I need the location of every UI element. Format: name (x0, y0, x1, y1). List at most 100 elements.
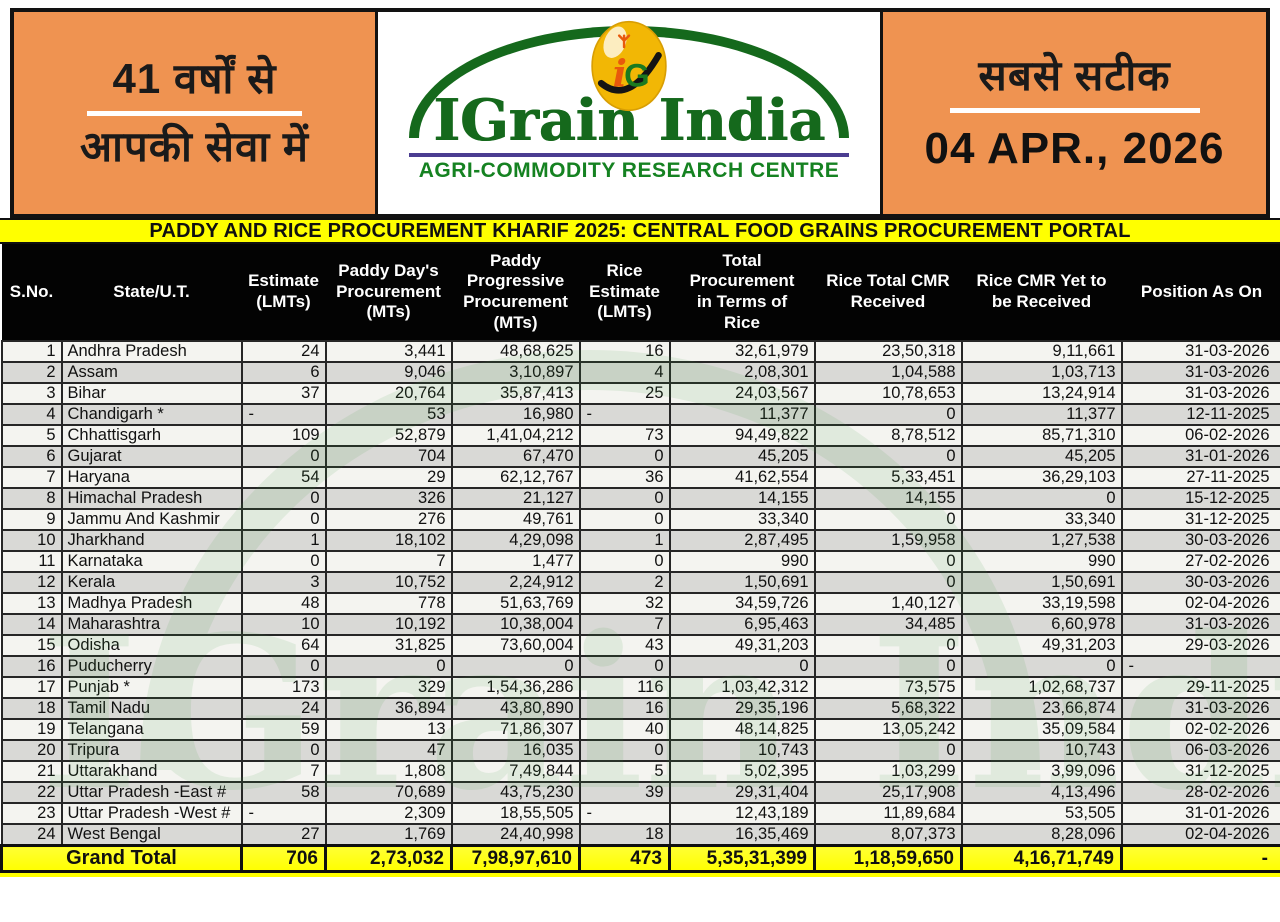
grand-total-estimate_lmt: 706 (240, 844, 327, 873)
cell-rice_cmr_yet: 1,02,68,737 (960, 676, 1123, 699)
table-row: 16 Puducherry 0 0 0 0 0 0 0- (0, 655, 1280, 678)
cell-estimate_lmt: 1 (240, 529, 327, 552)
cell-estimate_lmt: 7 (240, 760, 327, 783)
cell-total_proc_rice: 24,03,567 (668, 382, 816, 405)
cell-estimate_lmt: 3 (240, 571, 327, 594)
grand-total-position_as_on: - (1120, 844, 1280, 873)
cell-paddy_progressive_mt: 43,75,230 (450, 781, 581, 804)
cell-state: Andhra Pradesh (60, 340, 243, 363)
cell-estimate_lmt: 10 (240, 613, 327, 636)
cell-paddy_progressive_mt: 18,55,505 (450, 802, 581, 825)
cell-state: Bihar (60, 382, 243, 405)
cell-paddy_progressive_mt: 49,761 (450, 508, 581, 531)
cell-rice_cmr_received: 5,33,451 (813, 466, 963, 489)
cell-paddy_day_mt: 704 (324, 445, 453, 468)
cell-sno: 22 (0, 781, 63, 804)
cell-estimate_lmt: 6 (240, 361, 327, 384)
cell-paddy_progressive_mt: 2,24,912 (450, 571, 581, 594)
cell-rice_estimate_lmt: 0 (578, 550, 671, 573)
table-row: 9 Jammu And Kashmir 0 276 49,761 0 33,340 0 33,3… (0, 508, 1280, 531)
cell-position_as_on: 02-04-2026 (1120, 592, 1280, 615)
cell-estimate_lmt: 0 (240, 739, 327, 762)
cell-rice_cmr_yet: 1,03,713 (960, 361, 1123, 384)
table-row: 13 Madhya Pradesh 48 778 51,63,769 32 34,59,72… (0, 592, 1280, 615)
cell-estimate_lmt: - (240, 403, 327, 426)
cell-rice_cmr_yet: 36,29,103 (960, 466, 1123, 489)
cell-total_proc_rice: 29,31,404 (668, 781, 816, 804)
cell-rice_cmr_yet: 1,50,691 (960, 571, 1123, 594)
cell-paddy_progressive_mt: 16,980 (450, 403, 581, 426)
table-row: 5 Chhattisgarh 109 52,879 1,41,04,212 73 94,49… (0, 424, 1280, 447)
cell-rice_cmr_received: 23,50,318 (813, 340, 963, 363)
cell-state: Jharkhand (60, 529, 243, 552)
cell-rice_estimate_lmt: 7 (578, 613, 671, 636)
cell-total_proc_rice: 1,03,42,312 (668, 676, 816, 699)
cell-state: Punjab * (60, 676, 243, 699)
cell-rice_cmr_yet: 33,19,598 (960, 592, 1123, 615)
cell-rice_cmr_received: 0 (813, 634, 963, 657)
cell-total_proc_rice: 2,87,495 (668, 529, 816, 552)
banner-logo-panel: i G IGrain India AGRI-COMMODITY RESEARCH… (378, 12, 880, 214)
cell-rice_cmr_yet: 10,743 (960, 739, 1123, 762)
cell-estimate_lmt: 0 (240, 508, 327, 531)
cell-paddy_day_mt: 20,764 (324, 382, 453, 405)
cell-paddy_day_mt: 13 (324, 718, 453, 741)
cell-rice_estimate_lmt: 43 (578, 634, 671, 657)
cell-paddy_day_mt: 53 (324, 403, 453, 426)
cell-position_as_on: 31-03-2026 (1120, 697, 1280, 720)
banner-left-line2: आपकी सेवा में (80, 122, 309, 170)
cell-estimate_lmt: 58 (240, 781, 327, 804)
cell-rice_cmr_received: 0 (813, 571, 963, 594)
table-row: 4 Chandigarh * -53 16,980-11,377 0 11,377 12-1… (0, 403, 1280, 426)
cell-total_proc_rice: 49,31,203 (668, 634, 816, 657)
cell-paddy_day_mt: 778 (324, 592, 453, 615)
cell-rice_cmr_yet: 85,71,310 (960, 424, 1123, 447)
cell-total_proc_rice: 48,14,825 (668, 718, 816, 741)
cell-rice_cmr_yet: 53,505 (960, 802, 1123, 825)
cell-state: Madhya Pradesh (60, 592, 243, 615)
cell-state: Chandigarh * (60, 403, 243, 426)
cell-total_proc_rice: 2,08,301 (668, 361, 816, 384)
cell-rice_estimate_lmt: 0 (578, 739, 671, 762)
cell-paddy_progressive_mt: 51,63,769 (450, 592, 581, 615)
cell-rice_cmr_received: 1,03,299 (813, 760, 963, 783)
cell-rice_cmr_received: 1,40,127 (813, 592, 963, 615)
cell-estimate_lmt: 27 (240, 823, 327, 847)
cell-rice_cmr_received: 0 (813, 403, 963, 426)
cell-rice_cmr_received: 0 (813, 739, 963, 762)
cell-total_proc_rice: 29,35,196 (668, 697, 816, 720)
cell-state: Himachal Pradesh (60, 487, 243, 510)
cell-position_as_on: 31-03-2026 (1120, 613, 1280, 636)
cell-rice_cmr_yet: 4,13,496 (960, 781, 1123, 804)
cell-sno: 2 (0, 361, 63, 384)
cell-paddy_progressive_mt: 7,49,844 (450, 760, 581, 783)
cell-paddy_day_mt: 70,689 (324, 781, 453, 804)
cell-rice_estimate_lmt: 36 (578, 466, 671, 489)
table-row: 15 Odisha 64 31,825 73,60,004 43 49,31,203 0 49,… (0, 634, 1280, 657)
cell-rice_estimate_lmt: 73 (578, 424, 671, 447)
table-row: 19 Telangana 59 13 71,86,307 40 48,14,825 13,05… (0, 718, 1280, 741)
cell-paddy_progressive_mt: 62,12,767 (450, 466, 581, 489)
table-row: 8 Himachal Pradesh 0 326 21,127 0 14,155 14,155… (0, 487, 1280, 510)
cell-paddy_day_mt: 1,769 (324, 823, 453, 847)
procurement-table: S.No. State/U.T. Estimate (LMTs) Paddy Day'… (0, 244, 1280, 873)
cell-rice_estimate_lmt: - (578, 802, 671, 825)
cell-state: Kerala (60, 571, 243, 594)
cell-paddy_day_mt: 329 (324, 676, 453, 699)
cell-rice_estimate_lmt: - (578, 403, 671, 426)
cell-total_proc_rice: 45,205 (668, 445, 816, 468)
cell-sno: 5 (0, 424, 63, 447)
bottom-yellow-strip (0, 873, 1280, 877)
cell-estimate_lmt: 24 (240, 340, 327, 363)
cell-sno: 7 (0, 466, 63, 489)
cell-paddy_day_mt: 36,894 (324, 697, 453, 720)
cell-position_as_on: 31-12-2025 (1120, 508, 1280, 531)
cell-rice_cmr_yet: 23,66,874 (960, 697, 1123, 720)
table-row: 12 Kerala 3 10,752 2,24,912 2 1,50,691 0 1,50,69… (0, 571, 1280, 594)
table-row: 22 Uttar Pradesh -East #58 70,689 43,75,230… (0, 781, 1280, 804)
cell-rice_cmr_received: 11,89,684 (813, 802, 963, 825)
cell-rice_estimate_lmt: 40 (578, 718, 671, 741)
cell-position_as_on: 31-03-2026 (1120, 361, 1280, 384)
cell-rice_estimate_lmt: 4 (578, 361, 671, 384)
cell-sno: 13 (0, 592, 63, 615)
